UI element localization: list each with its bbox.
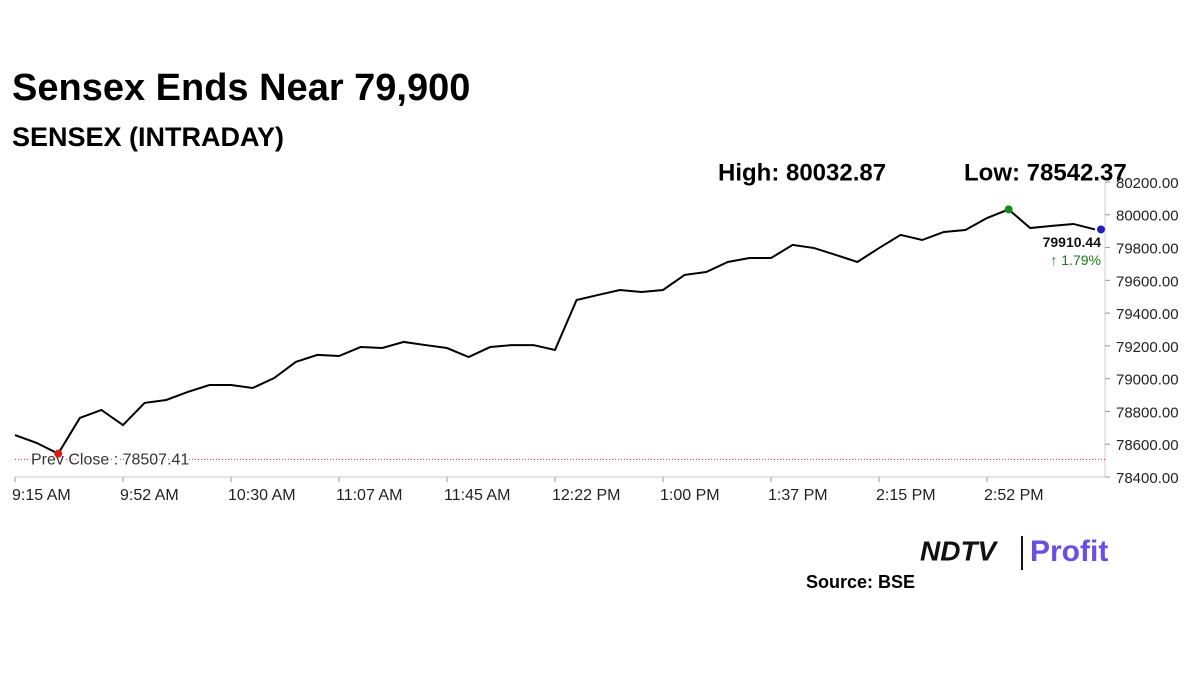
x-tick-label: 1:00 PM bbox=[660, 487, 720, 504]
x-tick-label: 11:07 AM bbox=[336, 487, 402, 504]
x-tick-label: 2:52 PM bbox=[984, 487, 1044, 504]
chart-title: Sensex Ends Near 79,900 bbox=[12, 67, 470, 109]
y-tick-label: 78400.00 bbox=[1116, 470, 1179, 487]
x-tick-label: 1:37 PM bbox=[768, 487, 828, 504]
x-tick-label: 2:15 PM bbox=[876, 487, 936, 504]
y-tick-label: 79000.00 bbox=[1116, 372, 1179, 389]
x-tick-label: 12:22 PM bbox=[552, 487, 620, 504]
chart-subtitle: SENSEX (INTRADAY) bbox=[12, 122, 284, 152]
x-tick-label: 9:15 AM bbox=[12, 487, 71, 504]
y-tick-label: 79800.00 bbox=[1116, 241, 1179, 258]
y-tick-label: 80200.00 bbox=[1116, 175, 1179, 192]
last-value-label: 79910.44 bbox=[1043, 234, 1102, 250]
y-tick-label: 79400.00 bbox=[1116, 306, 1179, 323]
low-marker bbox=[54, 449, 63, 458]
x-tick-label: 10:30 AM bbox=[228, 487, 296, 504]
x-tick-label: 11:45 AM bbox=[444, 487, 510, 504]
y-tick-label: 78800.00 bbox=[1116, 404, 1179, 421]
logo-left: NDTV bbox=[920, 535, 999, 566]
y-tick-label: 80000.00 bbox=[1116, 208, 1179, 225]
y-tick-label: 79200.00 bbox=[1116, 339, 1179, 356]
high-marker bbox=[1004, 205, 1013, 214]
high-label: High: 80032.87 bbox=[718, 159, 886, 186]
low-label: Low: 78542.37 bbox=[964, 159, 1127, 186]
x-tick-label: 9:52 AM bbox=[120, 487, 179, 504]
change-label: ↑ 1.79% bbox=[1050, 252, 1101, 268]
logo-right: Profit bbox=[1030, 535, 1108, 568]
prev-close-label: Prev Close : 78507.41 bbox=[31, 452, 189, 469]
source: Source: BSE bbox=[806, 572, 915, 592]
y-tick-label: 78600.00 bbox=[1116, 437, 1179, 454]
last-marker bbox=[1097, 225, 1105, 234]
line-series bbox=[14, 208, 1096, 455]
y-tick-label: 79600.00 bbox=[1116, 273, 1179, 290]
